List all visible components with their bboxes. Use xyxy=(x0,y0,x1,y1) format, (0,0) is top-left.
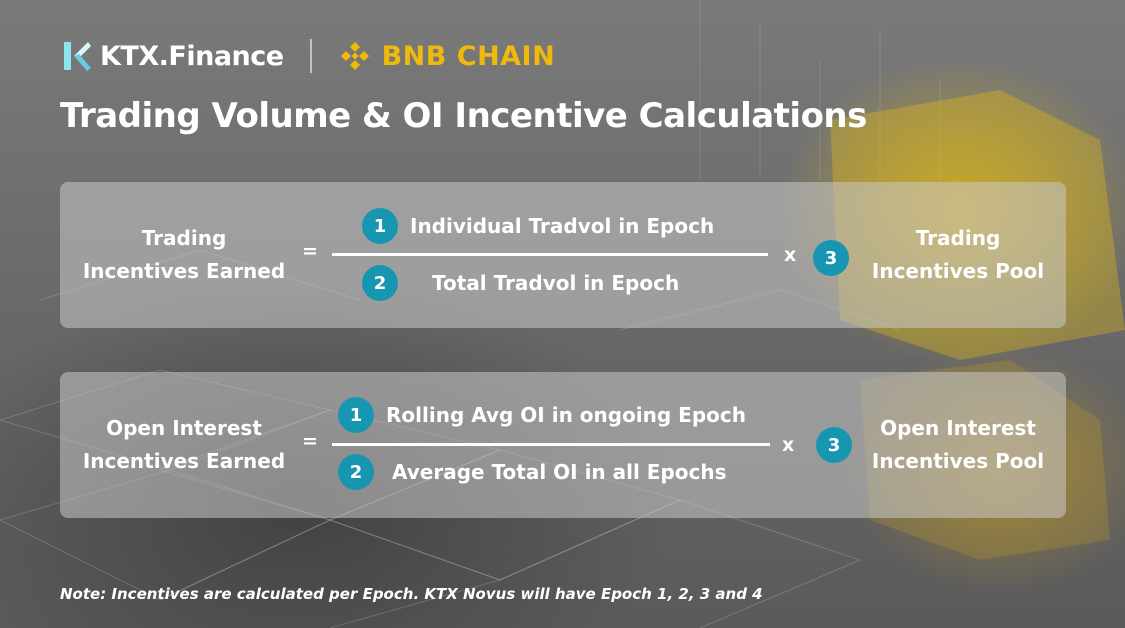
oi-formula-card: Open Interest Incentives Earned = 1 Roll… xyxy=(60,372,1066,518)
trading-numerator-text: Individual Tradvol in Epoch xyxy=(410,214,715,238)
logo-separator xyxy=(309,39,312,73)
trading-rhs-line2: Incentives Pool xyxy=(871,259,1045,283)
trading-lhs-line2: Incentives Earned xyxy=(82,259,286,283)
oi-denominator-text: Average Total OI in all Epochs xyxy=(392,460,727,484)
ktx-brand-name: KTX.Finance xyxy=(100,40,284,72)
badge-1: 1 xyxy=(338,397,374,433)
trading-rhs: Trading Incentives Pool xyxy=(856,182,1060,328)
oi-numerator-text: Rolling Avg OI in ongoing Epoch xyxy=(386,403,746,427)
oi-lhs-line1: Open Interest xyxy=(106,416,262,440)
oi-equals-sign: = xyxy=(302,430,318,452)
logo-row: KTX.Finance BNB CHAIN xyxy=(62,38,555,74)
oi-lhs-line2: Incentives Earned xyxy=(82,449,286,473)
bnb-logo-icon xyxy=(340,42,369,70)
trading-fraction-line xyxy=(332,253,768,256)
oi-fraction-line xyxy=(332,443,770,446)
oi-lhs: Open Interest Incentives Earned xyxy=(60,372,308,518)
oi-multiply-sign: x xyxy=(782,434,795,456)
ktx-logo-icon xyxy=(64,42,91,71)
trading-lhs: Trading Incentives Earned xyxy=(60,182,308,328)
trading-formula-card: Trading Incentives Earned = 1 Individual… xyxy=(60,182,1066,328)
trading-rhs-line1: Trading xyxy=(915,226,1001,250)
badge-3: 3 xyxy=(813,240,849,276)
oi-badge-3-wrap: 3 xyxy=(816,427,852,463)
oi-denominator: 2 Average Total OI in all Epochs xyxy=(338,454,727,490)
bnb-brand-name: BNB CHAIN xyxy=(381,40,556,72)
badge-2: 2 xyxy=(338,454,374,490)
badge-3: 3 xyxy=(816,427,852,463)
oi-numerator: 1 Rolling Avg OI in ongoing Epoch xyxy=(338,397,746,433)
oi-rhs: Open Interest Incentives Pool xyxy=(856,372,1060,518)
trading-numerator: 1 Individual Tradvol in Epoch xyxy=(362,208,714,244)
trading-lhs-line1: Trading xyxy=(141,226,227,250)
trading-badge-3-wrap: 3 xyxy=(813,240,849,276)
badge-1: 1 xyxy=(362,208,398,244)
trading-equals-sign: = xyxy=(302,240,318,262)
trading-denominator-text: Total Tradvol in Epoch xyxy=(432,271,680,295)
trading-multiply-sign: x xyxy=(784,244,797,266)
trading-denominator: 2 Total Tradvol in Epoch xyxy=(362,265,679,301)
badge-2: 2 xyxy=(362,265,398,301)
oi-rhs-line2: Incentives Pool xyxy=(871,449,1045,473)
oi-rhs-line1: Open Interest xyxy=(880,416,1036,440)
page-title: Trading Volume & OI Incentive Calculatio… xyxy=(60,96,867,136)
footnote: Note: Incentives are calculated per Epoc… xyxy=(60,585,763,603)
